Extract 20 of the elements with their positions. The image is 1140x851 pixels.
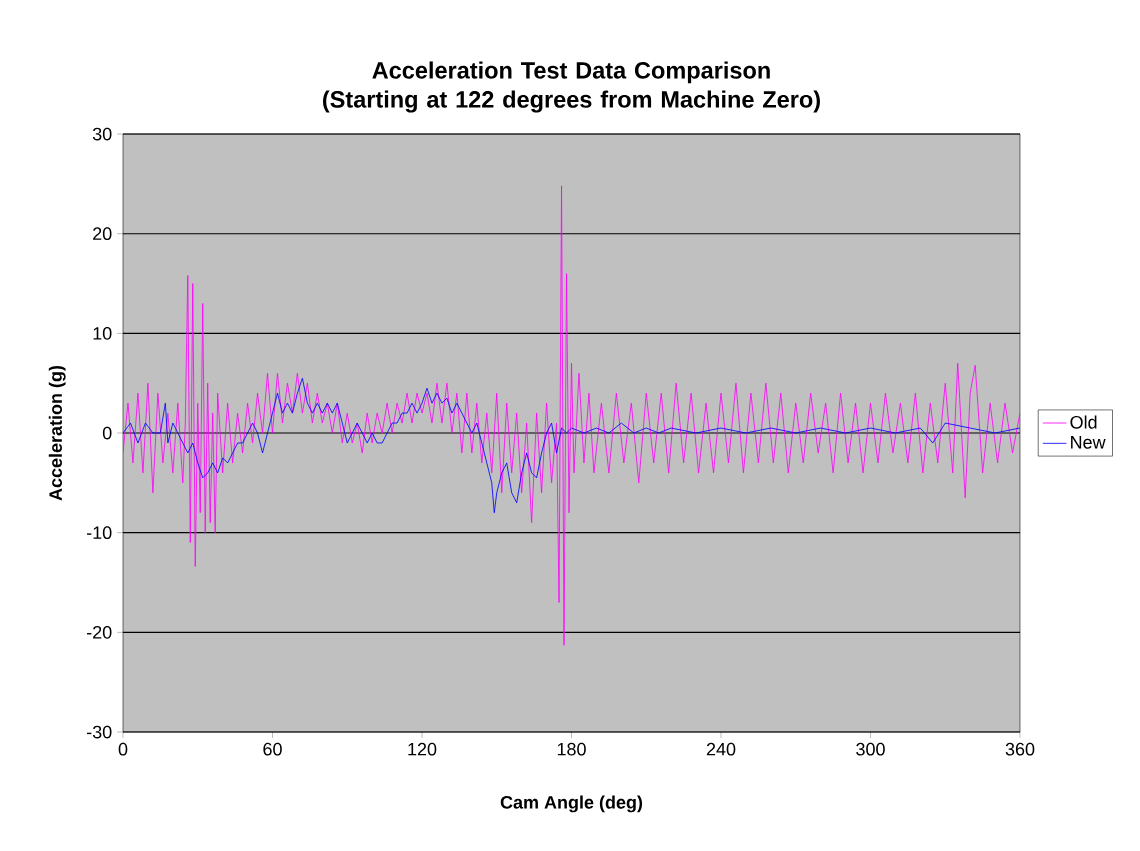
y-tick-label: 20 — [93, 227, 112, 241]
x-tick-label: 0 — [118, 742, 128, 756]
x-tick-label: 60 — [263, 742, 282, 756]
y-tick-label: -10 — [87, 526, 112, 540]
legend-label: New — [1071, 436, 1106, 449]
y-axis-title: Acceleration (g) — [48, 365, 66, 501]
y-tick-label: -30 — [87, 725, 112, 739]
y-tick-label: -20 — [87, 625, 112, 639]
x-tick-label: 120 — [408, 742, 437, 756]
x-tick-label: 300 — [856, 742, 885, 756]
y-tick-label: 0 — [102, 426, 112, 440]
y-tick-label: 30 — [92, 127, 112, 141]
legend-label: Old — [1070, 415, 1097, 429]
line-series — [123, 185, 1021, 646]
x-tick-label: 180 — [557, 742, 586, 756]
y-tick-label: 10 — [93, 326, 112, 340]
x-axis-title: Cam Angle (deg) — [500, 795, 643, 813]
x-tick-label: 240 — [706, 742, 736, 756]
x-tick-label: 360 — [1005, 742, 1035, 756]
chart-title: Acceleration Test Data Comparison (Starting at 122 degrees from Machine Zero) — [323, 61, 820, 113]
